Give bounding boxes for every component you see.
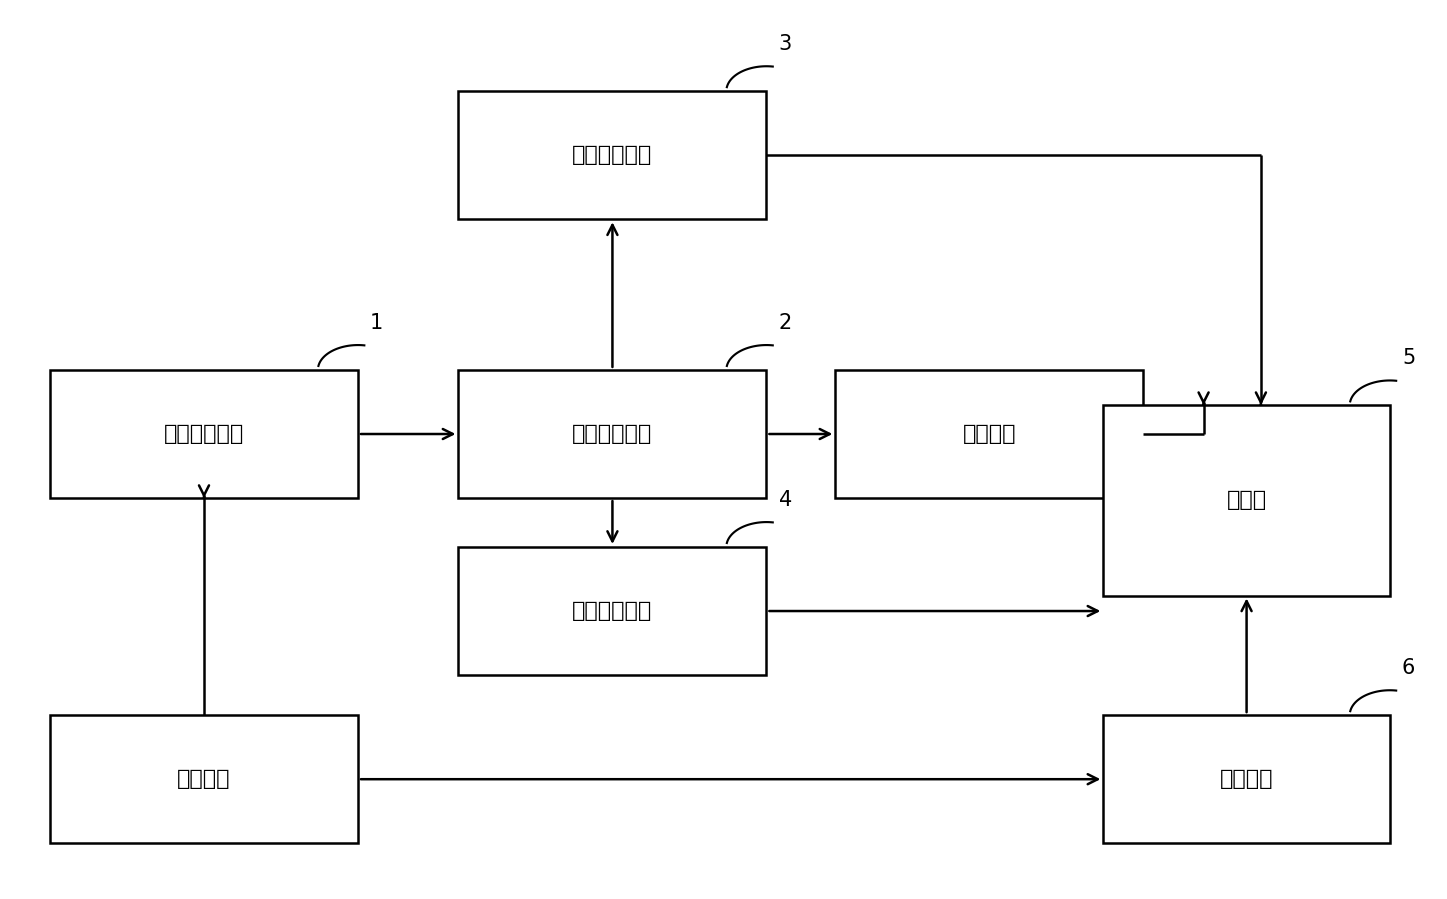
Bar [51, 369, 357, 498]
Bar [1103, 715, 1391, 843]
Bar [51, 715, 357, 843]
Text: 2: 2 [778, 313, 792, 333]
Text: 3: 3 [778, 34, 792, 54]
Text: 供电电源: 供电电源 [177, 770, 230, 789]
Text: 供电电路: 供电电路 [1220, 770, 1273, 789]
Text: 负载控制电路: 负载控制电路 [573, 424, 653, 444]
Bar [459, 91, 767, 219]
Text: 电压检测电路: 电压检测电路 [573, 146, 653, 165]
Text: 6: 6 [1402, 658, 1415, 678]
Text: 电压调整电路: 电压调整电路 [164, 424, 245, 444]
Bar [1103, 405, 1391, 595]
Bar [835, 369, 1143, 498]
Text: 待测电源: 待测电源 [962, 424, 1016, 444]
Text: 4: 4 [778, 490, 792, 510]
Text: 5: 5 [1402, 348, 1415, 368]
Text: 检测器: 检测器 [1227, 490, 1266, 511]
Text: 1: 1 [370, 313, 383, 333]
Text: 电流检测电路: 电流检测电路 [573, 601, 653, 621]
Bar [459, 547, 767, 675]
Bar [459, 369, 767, 498]
